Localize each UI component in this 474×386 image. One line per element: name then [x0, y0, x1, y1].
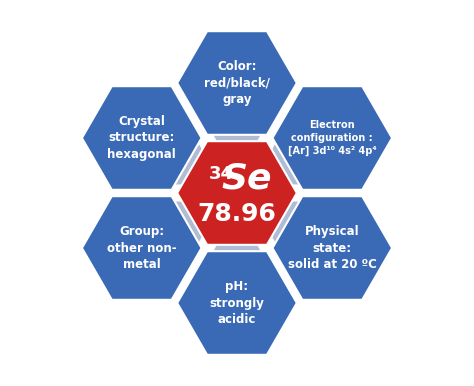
- Polygon shape: [164, 144, 210, 185]
- Text: Physical
state:
solid at 20 ºC: Physical state: solid at 20 ºC: [288, 225, 377, 271]
- Polygon shape: [214, 116, 260, 156]
- Text: Electron
configuration :
[Ar] 3d¹⁰ 4s² 4p⁴: Electron configuration : [Ar] 3d¹⁰ 4s² 4…: [288, 120, 376, 156]
- Polygon shape: [177, 141, 297, 245]
- Polygon shape: [273, 196, 392, 300]
- Text: Group:
other non-
metal: Group: other non- metal: [107, 225, 176, 271]
- Text: Se: Se: [221, 161, 272, 195]
- Polygon shape: [177, 31, 297, 135]
- Polygon shape: [177, 251, 297, 355]
- Text: 78.96: 78.96: [198, 202, 276, 226]
- Polygon shape: [214, 230, 260, 270]
- Text: Crystal
structure:
hexagonal: Crystal structure: hexagonal: [107, 115, 176, 161]
- Polygon shape: [264, 201, 310, 242]
- Polygon shape: [273, 86, 392, 190]
- Polygon shape: [264, 144, 310, 185]
- Polygon shape: [82, 86, 201, 190]
- Text: 34: 34: [209, 165, 234, 183]
- Text: pH:
strongly
acidic: pH: strongly acidic: [210, 280, 264, 326]
- Polygon shape: [82, 196, 201, 300]
- Text: Color:
red/black/
gray: Color: red/black/ gray: [204, 60, 270, 106]
- Polygon shape: [164, 201, 210, 242]
